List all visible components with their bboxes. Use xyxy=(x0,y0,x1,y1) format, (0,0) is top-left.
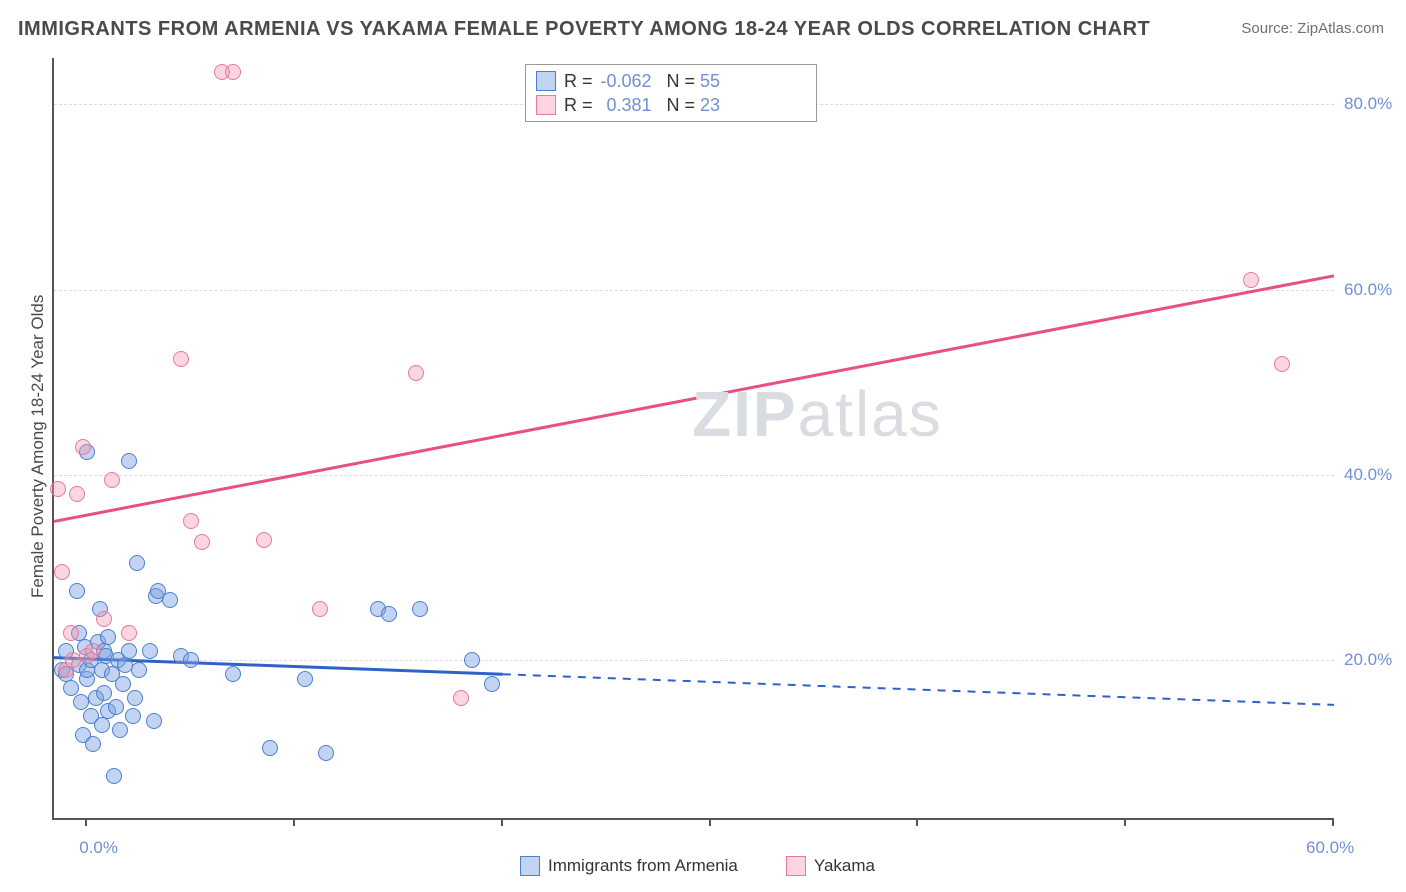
x-tick xyxy=(1332,818,1334,826)
legend-swatch xyxy=(786,856,806,876)
x-tick xyxy=(293,818,295,826)
x-tick xyxy=(1124,818,1126,826)
x-tick xyxy=(916,818,918,826)
y-tick-label: 40.0% xyxy=(1344,465,1392,485)
series-legend-label: Yakama xyxy=(814,856,875,876)
data-point xyxy=(115,676,131,692)
data-point xyxy=(96,611,112,627)
data-point xyxy=(225,64,241,80)
x-tick-label: 60.0% xyxy=(1306,838,1354,858)
data-point xyxy=(121,643,137,659)
data-point xyxy=(464,652,480,668)
trend-lines xyxy=(54,58,1334,818)
trend-line-solid xyxy=(54,276,1334,522)
data-point xyxy=(121,453,137,469)
data-point xyxy=(96,685,112,701)
y-tick-label: 20.0% xyxy=(1344,650,1392,670)
data-point xyxy=(1274,356,1290,372)
data-point xyxy=(408,365,424,381)
y-tick-label: 60.0% xyxy=(1344,280,1392,300)
data-point xyxy=(453,690,469,706)
data-point xyxy=(121,625,137,641)
data-point xyxy=(69,583,85,599)
data-point xyxy=(225,666,241,682)
source-prefix: Source: xyxy=(1241,20,1297,37)
data-point xyxy=(69,486,85,502)
data-point xyxy=(381,606,397,622)
legend-swatch xyxy=(536,95,556,115)
series-legend: Immigrants from Armenia Yakama xyxy=(520,856,875,876)
trend-line-dashed xyxy=(503,674,1334,705)
x-tick xyxy=(501,818,503,826)
data-point xyxy=(131,662,147,678)
data-point xyxy=(194,534,210,550)
data-point xyxy=(146,713,162,729)
chart-title: IMMIGRANTS FROM ARMENIA VS YAKAMA FEMALE… xyxy=(18,18,1150,41)
data-point xyxy=(142,643,158,659)
legend-row: R = 0.381 N = 23 xyxy=(536,93,806,117)
data-point xyxy=(63,625,79,641)
x-tick-label: 0.0% xyxy=(79,838,118,858)
x-tick xyxy=(709,818,711,826)
series-legend-item: Immigrants from Armenia xyxy=(520,856,738,876)
data-point xyxy=(256,532,272,548)
data-point xyxy=(173,351,189,367)
data-point xyxy=(94,717,110,733)
data-point xyxy=(127,690,143,706)
y-tick-label: 80.0% xyxy=(1344,94,1392,114)
data-point xyxy=(125,708,141,724)
data-point xyxy=(108,699,124,715)
legend-swatch xyxy=(520,856,540,876)
correlation-legend: R = -0.062 N = 55R = 0.381 N = 23 xyxy=(525,64,817,122)
legend-swatch xyxy=(536,71,556,91)
source-attribution: Source: ZipAtlas.com xyxy=(1241,20,1384,37)
legend-stats: R = -0.062 N = 55 xyxy=(564,69,720,93)
x-tick xyxy=(85,818,87,826)
legend-stats: R = 0.381 N = 23 xyxy=(564,93,720,117)
series-legend-item: Yakama xyxy=(786,856,875,876)
legend-row: R = -0.062 N = 55 xyxy=(536,69,806,93)
series-legend-label: Immigrants from Armenia xyxy=(548,856,738,876)
data-point xyxy=(63,680,79,696)
data-point xyxy=(484,676,500,692)
y-axis-label: Female Poverty Among 18-24 Year Olds xyxy=(28,295,48,598)
scatter-plot-area xyxy=(52,58,1334,820)
source-link[interactable]: ZipAtlas.com xyxy=(1297,20,1384,37)
data-point xyxy=(104,472,120,488)
